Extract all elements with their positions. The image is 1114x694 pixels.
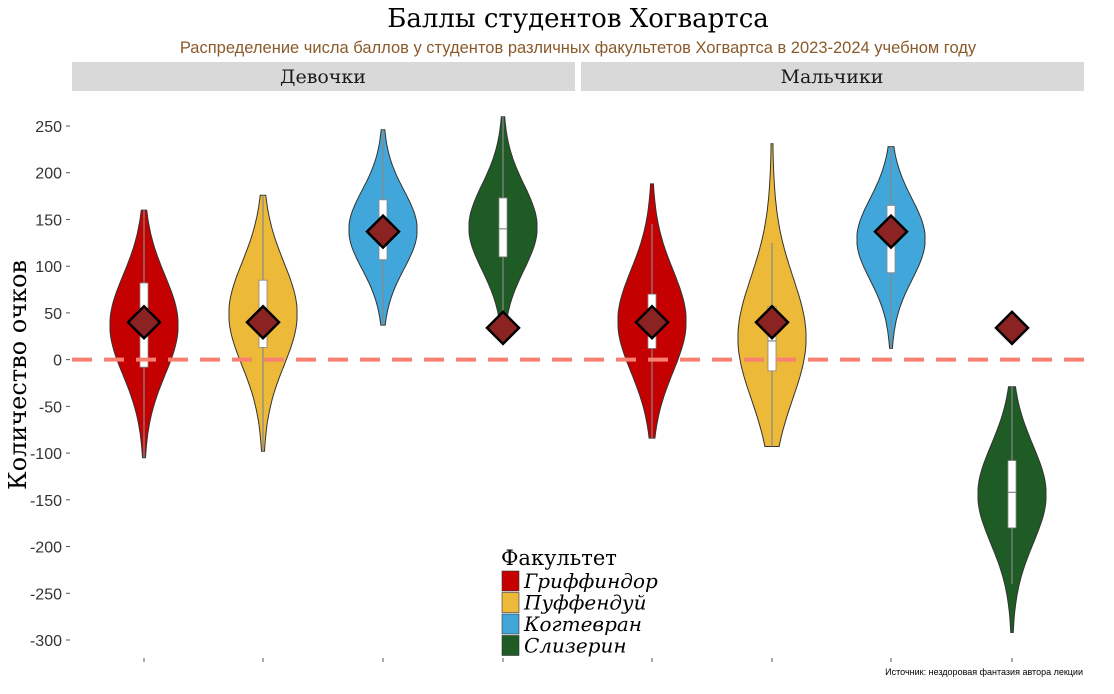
facet-label-boys: Мальчики — [781, 66, 884, 88]
y-tick-label: -150 — [30, 493, 62, 510]
mean-diamond — [754, 304, 790, 341]
legend-swatch — [501, 570, 520, 592]
legend-label: Гриффиндор — [523, 569, 658, 593]
y-tick-label: 0 — [53, 353, 62, 370]
mean-diamond — [994, 310, 1030, 346]
legend-label: Когтевран — [523, 612, 642, 636]
mean-diamond — [365, 213, 401, 250]
legend-swatch — [501, 635, 520, 656]
facet-strip-right — [581, 62, 1084, 91]
y-tick-label: -50 — [39, 399, 62, 416]
mean-diamond — [126, 304, 162, 341]
y-tick-label: 100 — [35, 259, 62, 276]
legend: ФакультетГриффиндорПуффендуйКогтевранСли… — [501, 546, 658, 658]
y-tick-label: -300 — [30, 633, 62, 650]
y-axis-label: Количество очков — [4, 260, 32, 490]
chart-caption: Источник: нездоровая фантазия автора лек… — [885, 667, 1083, 677]
facet-label-girls: Девочки — [280, 66, 366, 88]
y-tick-label: 200 — [35, 166, 62, 183]
y-tick-label: 250 — [35, 119, 62, 136]
y-tick-label: -250 — [30, 586, 62, 603]
legend-swatch — [501, 613, 520, 635]
mean-diamond — [245, 304, 281, 341]
plot-area — [72, 116, 1084, 662]
box — [1007, 460, 1017, 529]
facet-strip-left — [72, 62, 575, 91]
legend-title: Факультет — [501, 546, 617, 570]
chart-subtitle: Распределение числа баллов у студентов р… — [180, 39, 977, 57]
y-tick-label: 150 — [35, 212, 62, 229]
legend-label: Пуффендуй — [523, 591, 647, 615]
y-tick-label: -100 — [30, 446, 62, 463]
mean-diamond — [634, 304, 670, 341]
box — [498, 197, 508, 258]
y-axis: 250 200 150 100 50 0 -50 -100 -150 -200 -250 -300 — [30, 119, 70, 650]
mean-diamond — [485, 310, 521, 346]
y-tick-label: 50 — [44, 306, 62, 323]
legend-label: Слизерин — [524, 634, 627, 658]
mean-diamond — [873, 213, 909, 250]
y-tick-label: -200 — [30, 540, 62, 557]
chart-title: Баллы студентов Хогвартса — [387, 4, 769, 34]
legend-swatch — [501, 592, 520, 613]
